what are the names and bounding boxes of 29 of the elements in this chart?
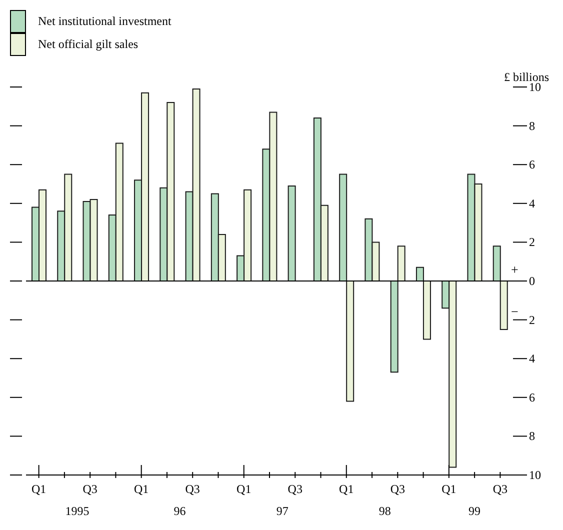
x-tick-label: Q3 xyxy=(390,482,405,496)
x-tick-label: Q3 xyxy=(82,482,98,496)
y-tick-label: 8 xyxy=(529,429,535,444)
x-tick-label: Q3 xyxy=(185,482,200,496)
text: 97 xyxy=(276,504,288,518)
annotation: + xyxy=(511,262,518,278)
y-tick-label: 8 xyxy=(529,118,535,133)
legend-label: Net official gilt sales xyxy=(38,37,138,52)
x-tick-label: Q1 xyxy=(442,482,456,496)
x-tick-label: Q1 xyxy=(339,482,354,496)
y-tick-label: 4 xyxy=(529,352,535,366)
y-tick-label: 2 xyxy=(529,235,535,250)
x-tick-label: Q1 xyxy=(31,482,46,496)
y-tick-label: 4 xyxy=(529,196,535,210)
text: 1995 xyxy=(65,504,90,518)
y-tick-label: 0 xyxy=(529,274,535,288)
y-tick-label: 2 xyxy=(529,312,535,327)
y-tick-label: 6 xyxy=(529,390,535,404)
x-tick-label: Q3 xyxy=(492,482,508,496)
legend-label: Net institutional investment xyxy=(38,14,172,29)
y-tick-label: 6 xyxy=(529,158,535,172)
x-tick-label: Q1 xyxy=(134,482,149,496)
y-tick-label: 10 xyxy=(529,468,541,482)
x-tick-label: Q3 xyxy=(288,482,302,496)
text: 99 xyxy=(468,504,481,518)
text: 98 xyxy=(378,504,391,518)
text: 96 xyxy=(174,504,186,518)
annotation: − xyxy=(511,304,518,320)
x-tick-label: Q1 xyxy=(236,482,252,496)
